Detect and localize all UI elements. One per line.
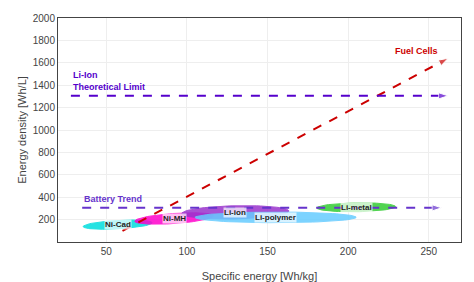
svg-text:1000: 1000: [33, 125, 56, 136]
svg-text:Li-metal: Li-metal: [341, 203, 372, 212]
svg-text:1600: 1600: [33, 57, 56, 68]
svg-text:1200: 1200: [33, 102, 56, 113]
svg-text:250: 250: [420, 246, 437, 257]
svg-text:400: 400: [38, 192, 55, 203]
svg-text:1400: 1400: [33, 80, 56, 91]
svg-text:100: 100: [179, 246, 196, 257]
svg-text:Li-IonTheoretical Limit: Li-IonTheoretical Limit: [73, 70, 145, 92]
svg-text:800: 800: [38, 147, 55, 158]
svg-text:Ni-Cad: Ni-Cad: [105, 220, 131, 229]
svg-text:200: 200: [38, 214, 55, 225]
svg-text:Ni-MH: Ni-MH: [163, 214, 186, 223]
svg-text:Li-polymer: Li-polymer: [255, 213, 296, 222]
svg-text:150: 150: [259, 246, 276, 257]
svg-text:Fuel Cells: Fuel Cells: [395, 46, 438, 56]
svg-text:50: 50: [101, 246, 113, 257]
svg-text:Li-ion: Li-ion: [224, 208, 246, 217]
svg-text:Energy density [Wh/L]: Energy density [Wh/L]: [16, 76, 28, 184]
svg-text:200: 200: [340, 246, 357, 257]
svg-text:2000: 2000: [33, 13, 56, 24]
svg-text:Specific energy [Wh/kg]: Specific energy [Wh/kg]: [202, 270, 318, 282]
svg-text:1800: 1800: [33, 35, 56, 46]
svg-text:600: 600: [38, 169, 55, 180]
svg-text:Battery Trend: Battery Trend: [84, 194, 142, 204]
